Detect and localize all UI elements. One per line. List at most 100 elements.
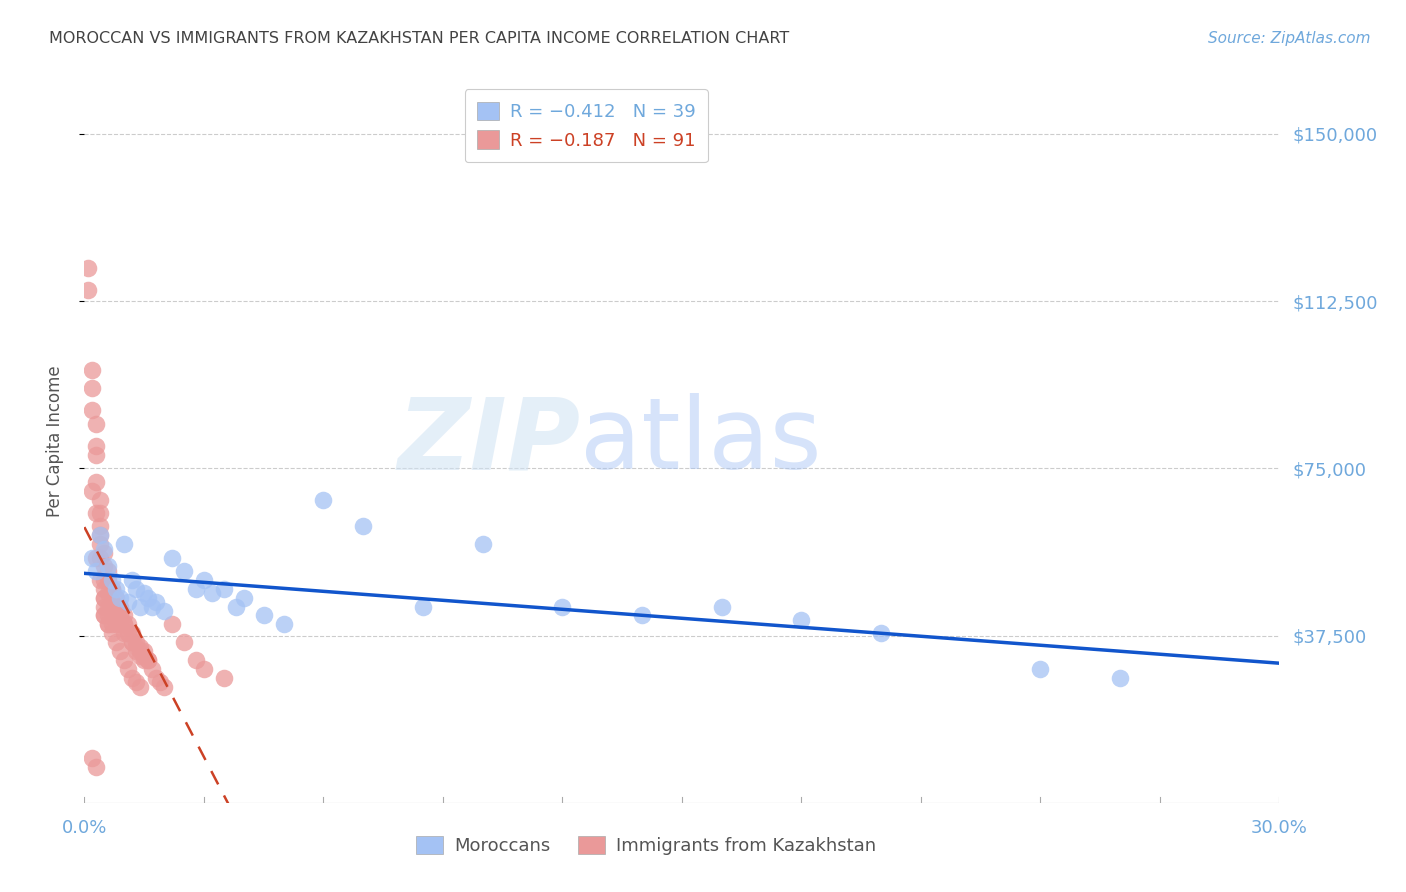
Point bbox=[136, 653, 159, 667]
Point bbox=[86, 760, 108, 774]
Point bbox=[89, 573, 111, 587]
Point bbox=[93, 559, 115, 574]
Point bbox=[125, 640, 148, 654]
Point bbox=[112, 537, 135, 551]
Point bbox=[93, 541, 115, 556]
Point bbox=[184, 653, 207, 667]
Point bbox=[129, 648, 152, 663]
Point bbox=[129, 640, 152, 654]
Text: atlas: atlas bbox=[581, 393, 823, 490]
Point bbox=[141, 662, 163, 676]
Point bbox=[97, 617, 120, 632]
Point bbox=[710, 599, 733, 614]
Point bbox=[89, 528, 111, 542]
Point bbox=[86, 448, 108, 462]
Point bbox=[790, 613, 813, 627]
Point bbox=[225, 599, 247, 614]
Point bbox=[93, 608, 115, 623]
Point bbox=[101, 573, 124, 587]
Point bbox=[105, 608, 128, 623]
Point bbox=[132, 644, 156, 658]
Point bbox=[212, 671, 235, 685]
Point bbox=[551, 599, 574, 614]
Point bbox=[136, 653, 159, 667]
Point bbox=[117, 626, 139, 640]
Point bbox=[125, 644, 148, 658]
Point bbox=[105, 635, 128, 649]
Point bbox=[141, 599, 163, 614]
Point bbox=[97, 559, 120, 574]
Point bbox=[93, 591, 115, 605]
Point bbox=[93, 591, 115, 605]
Point bbox=[112, 617, 135, 632]
Point bbox=[101, 595, 124, 609]
Point bbox=[117, 662, 139, 676]
Point bbox=[153, 604, 176, 618]
Point bbox=[110, 608, 132, 623]
Point bbox=[86, 506, 108, 520]
Point bbox=[101, 608, 124, 623]
Point bbox=[82, 381, 104, 395]
Point bbox=[160, 617, 183, 632]
Y-axis label: Per Capita Income: Per Capita Income bbox=[45, 366, 63, 517]
Point bbox=[160, 550, 183, 565]
Point bbox=[86, 564, 108, 578]
Point bbox=[121, 671, 143, 685]
Point bbox=[110, 591, 132, 605]
Point bbox=[97, 599, 120, 614]
Point bbox=[89, 492, 111, 507]
Point bbox=[132, 586, 156, 600]
Point bbox=[97, 573, 120, 587]
Point bbox=[101, 582, 124, 596]
Point bbox=[129, 599, 152, 614]
Point bbox=[105, 582, 128, 596]
Point bbox=[129, 644, 152, 658]
Point bbox=[89, 506, 111, 520]
Point bbox=[184, 582, 207, 596]
Point bbox=[253, 608, 276, 623]
Point bbox=[201, 586, 224, 600]
Point bbox=[412, 599, 434, 614]
Point bbox=[93, 582, 115, 596]
Point bbox=[631, 608, 654, 623]
Point bbox=[1109, 671, 1132, 685]
Point bbox=[93, 608, 115, 623]
Point bbox=[193, 662, 215, 676]
Point bbox=[112, 608, 135, 623]
Point bbox=[97, 586, 120, 600]
Point bbox=[112, 653, 135, 667]
Point bbox=[153, 680, 176, 694]
Point bbox=[173, 635, 195, 649]
Point bbox=[232, 591, 254, 605]
Point bbox=[117, 617, 139, 632]
Point bbox=[117, 595, 139, 609]
Point bbox=[132, 648, 156, 663]
Point bbox=[471, 537, 494, 551]
Point bbox=[97, 617, 120, 632]
Point bbox=[212, 582, 235, 596]
Point bbox=[89, 537, 111, 551]
Point bbox=[273, 617, 295, 632]
Point bbox=[145, 671, 167, 685]
Point bbox=[101, 626, 124, 640]
Point bbox=[193, 573, 215, 587]
Point bbox=[82, 483, 104, 498]
Point bbox=[82, 751, 104, 765]
Point bbox=[89, 528, 111, 542]
Point bbox=[125, 635, 148, 649]
Point bbox=[112, 617, 135, 632]
Point bbox=[82, 403, 104, 417]
Point bbox=[110, 599, 132, 614]
Point bbox=[86, 439, 108, 453]
Point bbox=[125, 582, 148, 596]
Point bbox=[112, 626, 135, 640]
Point bbox=[77, 283, 100, 297]
Point bbox=[105, 591, 128, 605]
Point bbox=[97, 564, 120, 578]
Point bbox=[136, 591, 159, 605]
Point bbox=[352, 519, 374, 533]
Point bbox=[93, 573, 115, 587]
Point bbox=[121, 573, 143, 587]
Point bbox=[145, 595, 167, 609]
Point bbox=[77, 260, 100, 275]
